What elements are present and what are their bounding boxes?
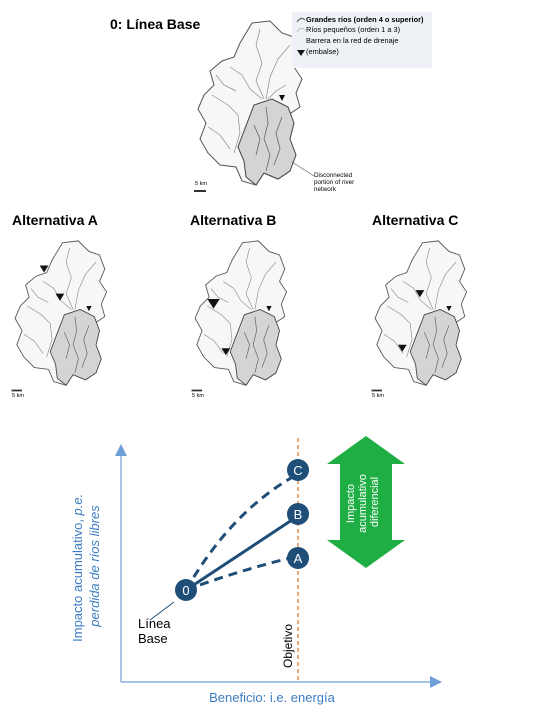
- legend-small-rivers: Ríos pequeños (orden 1 a 3): [306, 25, 401, 34]
- baseline-chart-label: Línea Base: [138, 616, 174, 646]
- node-origin: [175, 579, 197, 601]
- alt-c-scale-label: 5 km: [372, 393, 384, 399]
- baseline-watershed-map: [194, 20, 303, 192]
- disconnected-note: Disconnected portion of river network: [314, 172, 355, 193]
- alt-b-watershed-map: [191, 240, 288, 392]
- alt-c-title: Alternativa C: [372, 212, 459, 228]
- node-c-label: C: [293, 463, 302, 478]
- objective-label: Objetivo: [281, 624, 295, 668]
- path-to-c: [184, 472, 299, 591]
- baseline-leader: [149, 601, 175, 621]
- alt-b-title: Alternativa B: [190, 212, 277, 228]
- node-b: [287, 503, 309, 525]
- node-b-label: B: [294, 507, 303, 522]
- alt-a-watershed-map: [11, 240, 108, 392]
- legend-reservoir: (embalse): [306, 47, 339, 56]
- node-origin-label: 0: [182, 583, 189, 598]
- baseline-title: 0: Línea Base: [110, 16, 201, 32]
- large-river-icon: [296, 17, 306, 23]
- baseline-scale-label: 5 km: [195, 181, 207, 187]
- node-a: [287, 547, 309, 569]
- alt-c-watershed-map: [371, 240, 468, 392]
- y-axis-label: Impacto acumulativo, p.e. perdida de río…: [70, 490, 102, 642]
- disconnected-note-leader: [291, 161, 315, 177]
- dam-triangle-icon: [297, 50, 305, 56]
- map-legend: Grandes ríos (orden 4 o superior) Ríos p…: [292, 12, 432, 68]
- legend-large-rivers: Grandes ríos (orden 4 o superior): [306, 15, 424, 24]
- alt-a-scale-label: 5 km: [12, 393, 24, 399]
- node-c: [287, 459, 309, 481]
- alt-b-scale-label: 5 km: [192, 393, 204, 399]
- impact-benefit-diagram: 0 C B A Impacto acumulativo diferencial …: [70, 436, 442, 705]
- path-to-b: [185, 514, 299, 592]
- differential-impact-arrow: [327, 436, 405, 568]
- x-axis-label: Beneficio: i.e. energía: [209, 690, 336, 705]
- small-river-icon: [296, 28, 306, 33]
- differential-impact-label: Impacto acumulativo diferencial: [345, 471, 381, 533]
- alt-a-title: Alternativa A: [12, 212, 98, 228]
- legend-barrier: Barrera en la red de drenaje: [306, 36, 399, 45]
- node-a-label: A: [294, 551, 303, 566]
